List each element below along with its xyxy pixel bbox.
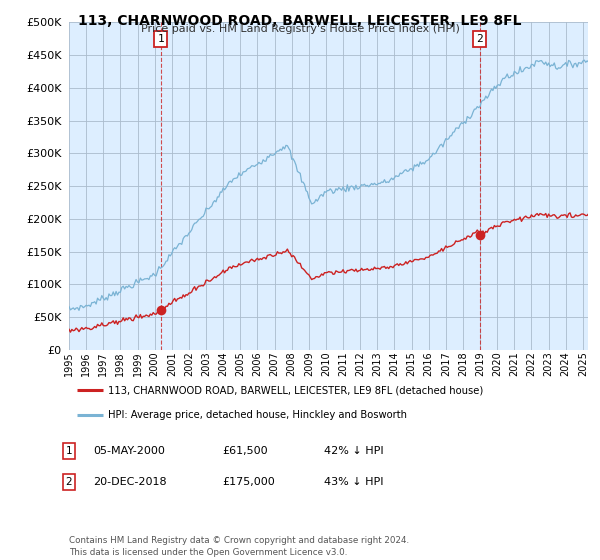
Text: £175,000: £175,000 <box>222 477 275 487</box>
Text: 113, CHARNWOOD ROAD, BARWELL, LEICESTER, LE9 8FL (detached house): 113, CHARNWOOD ROAD, BARWELL, LEICESTER,… <box>108 385 483 395</box>
Text: £61,500: £61,500 <box>222 446 268 456</box>
Text: Price paid vs. HM Land Registry's House Price Index (HPI): Price paid vs. HM Land Registry's House … <box>140 24 460 34</box>
Text: 2: 2 <box>476 34 483 44</box>
Text: HPI: Average price, detached house, Hinckley and Bosworth: HPI: Average price, detached house, Hinc… <box>108 410 407 420</box>
Text: 113, CHARNWOOD ROAD, BARWELL, LEICESTER, LE9 8FL: 113, CHARNWOOD ROAD, BARWELL, LEICESTER,… <box>78 14 522 28</box>
Text: Contains HM Land Registry data © Crown copyright and database right 2024.
This d: Contains HM Land Registry data © Crown c… <box>69 536 409 557</box>
Text: 20-DEC-2018: 20-DEC-2018 <box>93 477 167 487</box>
Text: 2: 2 <box>65 477 73 487</box>
Text: 43% ↓ HPI: 43% ↓ HPI <box>324 477 383 487</box>
Text: 1: 1 <box>157 34 164 44</box>
Text: 1: 1 <box>65 446 73 456</box>
Text: 05-MAY-2000: 05-MAY-2000 <box>93 446 165 456</box>
Text: 42% ↓ HPI: 42% ↓ HPI <box>324 446 383 456</box>
